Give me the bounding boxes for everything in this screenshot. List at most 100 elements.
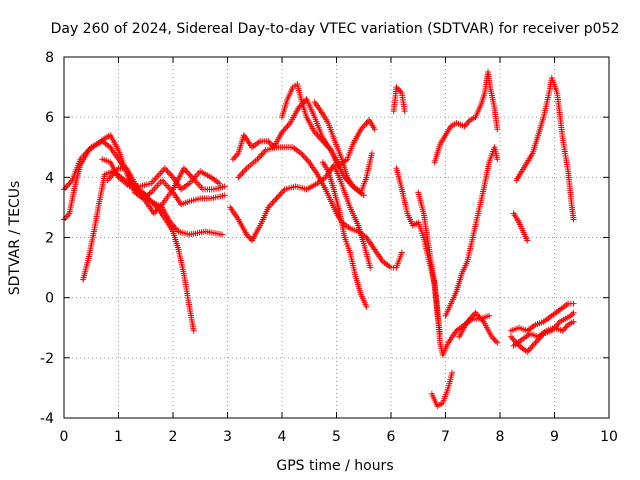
x-tick-label: 3 [223,429,232,445]
x-tick-label: 9 [550,429,559,445]
grid [64,57,609,418]
data-point [299,151,306,158]
data-point [570,318,577,325]
data-point [486,312,493,319]
series-track-14 [415,189,493,358]
data-point [360,123,367,130]
data-point [274,193,281,200]
data-point [532,339,539,346]
data-point [164,168,171,175]
plot-frame [63,56,610,419]
data-point [63,213,70,220]
data-point [524,237,531,244]
data-point [363,120,370,127]
data-point [360,192,367,199]
data-point [272,196,279,203]
data-point [186,171,193,178]
data-point [367,264,374,271]
y-tick-label: 6 [45,110,54,126]
data-point [554,321,561,328]
data-point [279,189,285,196]
data-point [303,156,310,163]
data-point [235,174,242,181]
data-point [529,342,536,349]
data-point [283,124,290,131]
data-point [284,123,291,130]
data-point [314,132,321,139]
data-point [258,151,265,158]
series-track-04 [99,156,223,193]
x-tick-label: 4 [278,429,287,445]
data-point [570,216,577,223]
data-point [494,126,501,133]
series-track-17 [442,144,501,319]
series-track-23 [510,318,577,349]
data-point [462,121,469,128]
x-axis-label: GPS time / hours [276,458,393,474]
data-point [528,344,535,351]
y-tick-label: 2 [45,231,54,247]
data-point [533,338,540,345]
data-point [216,180,223,187]
data-point [165,169,172,176]
data-point [368,150,375,157]
chart-title: Day 260 of 2024, Sidereal Day-to-day VTE… [51,21,620,37]
data-point [371,126,378,133]
series-track-22 [507,300,577,334]
series-track-08 [235,144,405,271]
data-point [268,201,275,208]
y-tick-label: -4 [40,411,54,427]
data-point [238,171,245,178]
data-point [449,369,456,376]
data-point [232,153,239,160]
data-point [273,195,280,202]
data-point [240,168,247,175]
data-point [231,154,238,161]
data-point [362,121,369,128]
data-point [190,327,197,334]
data-point [255,154,262,161]
y-tick-label: -2 [40,351,54,367]
data-point [221,183,228,190]
series-track-03 [80,168,226,283]
data-point [62,214,69,221]
data-point [398,249,405,256]
data-point [561,326,568,333]
data-point [276,192,283,199]
data-point [300,153,307,160]
data-point [525,347,532,354]
data-point [62,184,69,191]
tick-labels: 0 1 2 3 4 5 6 7 8 9 10 -4 -2 0 2 4 6 8 [40,50,618,445]
data-point [494,156,501,163]
data-point [491,336,498,343]
data-point [257,153,264,160]
y-axis-label: SDTVAR / TECUs [7,181,23,296]
data-point [259,150,266,157]
data-point [270,198,277,205]
data-point [396,87,403,94]
y-tick-label: 8 [45,50,54,66]
data-point [268,141,275,148]
series-track-10 [311,99,375,196]
data-point [266,139,273,146]
data-point [236,172,243,179]
data-point [570,309,577,316]
series-track-06 [229,96,367,199]
data-points [61,69,577,409]
data-point [492,338,499,345]
data-point [242,166,249,173]
y-tick-label: 0 [45,291,54,307]
x-tick-label: 2 [169,429,178,445]
data-point [277,190,284,197]
data-point [221,192,228,199]
x-tick-label: 6 [387,429,396,445]
series-track-19 [513,75,577,223]
data-point [570,300,577,307]
data-point [63,183,70,190]
data-point [281,126,288,133]
series-track-05 [104,165,228,217]
x-tick-label: 0 [60,429,69,445]
data-point [219,231,226,238]
data-point [531,341,538,348]
x-tick-label: 1 [114,429,123,445]
